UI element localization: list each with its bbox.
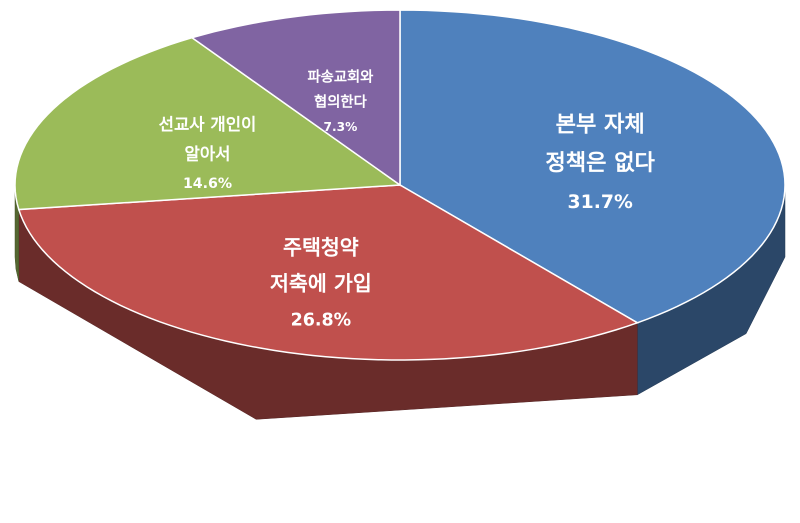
category-label: 협의한다 (314, 93, 368, 111)
category-label: 알아서 (185, 144, 231, 163)
category-label: 정책은 없다 (545, 150, 655, 176)
category-label: 본부 자체 (556, 111, 645, 137)
slice (190, 9, 401, 187)
slice (399, 9, 786, 324)
value-label: 7.3% (324, 120, 358, 134)
value-label: 14.6% (183, 176, 232, 192)
slice (17, 184, 640, 361)
value-label: 31.7% (568, 192, 633, 213)
value-label: 26.8% (291, 310, 352, 330)
category-label: 주택청약 (283, 235, 359, 259)
slice (14, 36, 403, 211)
category-label: 선교사 개인이 (159, 115, 257, 134)
category-label: 파송교회와 (307, 68, 374, 86)
category-label: 저축에 가입 (270, 271, 372, 295)
